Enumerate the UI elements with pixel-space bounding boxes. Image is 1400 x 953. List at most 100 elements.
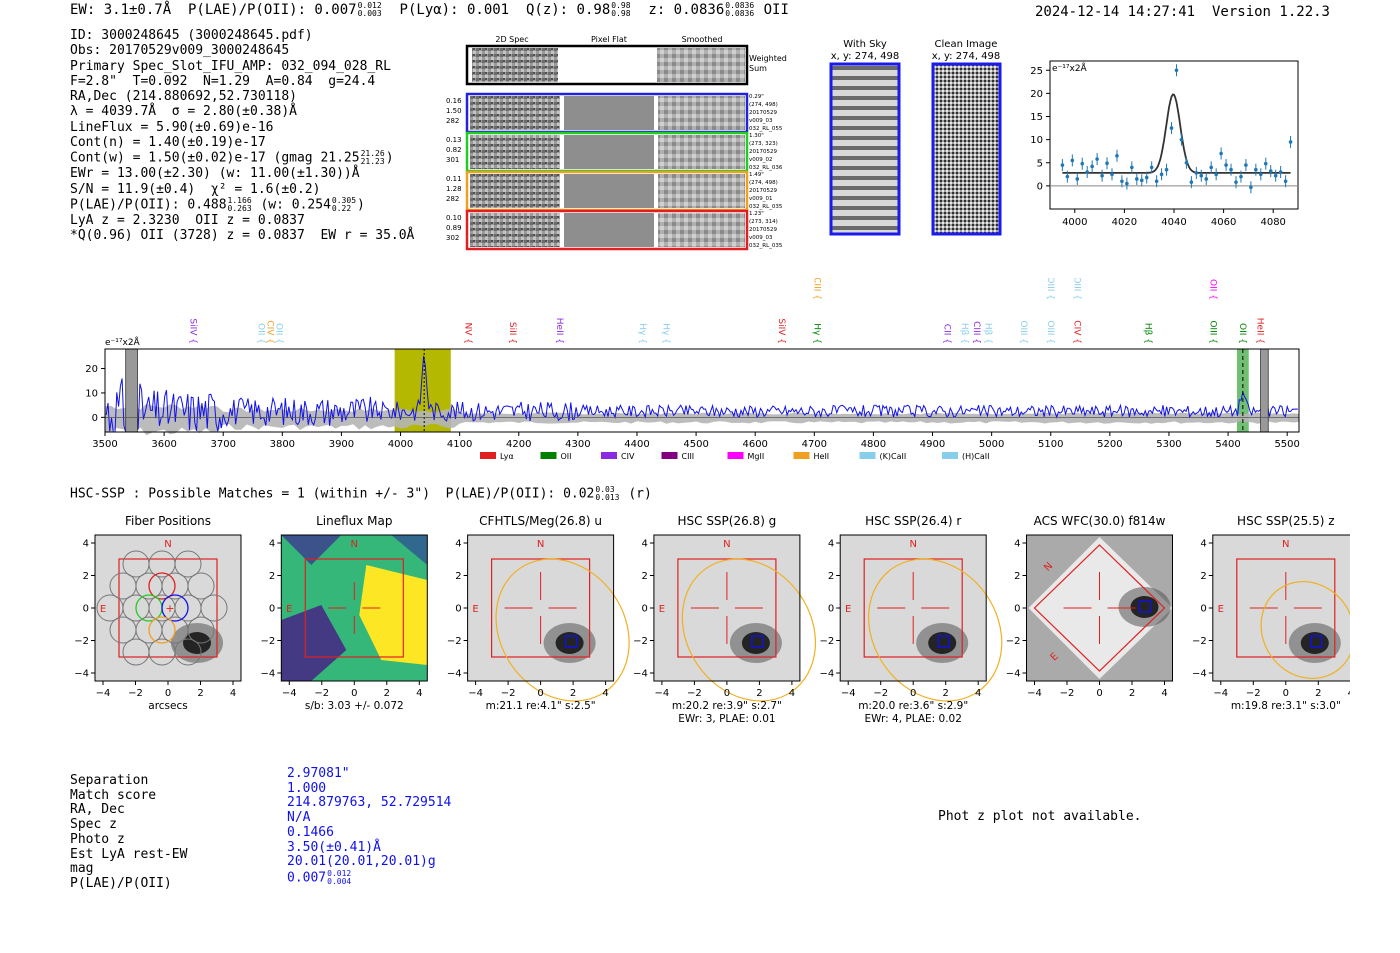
line-marker-label: CIV { (265, 320, 275, 344)
thumbnail-x-tick-label: 2 (1129, 688, 1135, 699)
thumbnail-y-tick-label: 2 (455, 571, 461, 582)
thumbnail-x-tick-label: −4 (841, 688, 856, 699)
galaxy-core (928, 632, 957, 654)
cutout-smoothed (658, 135, 745, 169)
zoom-data-point (1283, 179, 1288, 184)
east-label: E (659, 604, 665, 615)
line-marker-label: OIII { (1207, 320, 1217, 344)
value-est-lya: 3.50(±0.41)Å (287, 839, 381, 855)
line-marker-label: NV { (463, 323, 473, 344)
cutout-row-meta: 032_RL_035 (749, 243, 783, 249)
line-marker-label: OIII { (1018, 320, 1028, 344)
galaxy-core (741, 632, 770, 654)
thumbnail-x-tick-label: −2 (1246, 688, 1261, 699)
north-label: N (723, 539, 730, 550)
zoom-y-tick-label: 5 (1037, 158, 1043, 169)
cutout-row-meta: (274, 498) (749, 102, 778, 108)
east-label: E (286, 604, 292, 615)
thumbnail-y-tick-label: 2 (1014, 571, 1020, 582)
zoom-data-point (1249, 185, 1253, 190)
zoom-data-point (1263, 161, 1268, 166)
thumbnail-x-tick-label: 4 (602, 688, 608, 699)
cutout-row-stat: 1.50 (446, 107, 462, 115)
thumbnail-y-tick-label: 4 (1014, 539, 1020, 550)
line-marker-label: OII { (1207, 279, 1217, 300)
fiber-circle (187, 572, 215, 600)
line-marker-label: SiII { (507, 322, 517, 344)
thumbnail-x-tick-label: 2 (943, 688, 949, 699)
galaxy-core (1130, 596, 1159, 618)
lineflux-map-patch (391, 535, 428, 565)
thumbnail-caption: s/b: 3.03 +/- 0.072 (305, 700, 404, 712)
sky-image-bg (653, 535, 800, 681)
photz-note: Phot z plot not available. (938, 809, 1142, 824)
thumbnail-x-tick-label: −4 (655, 688, 670, 699)
zoom-data-point (1234, 180, 1238, 184)
thumbnail-y-tick-label: 4 (1200, 539, 1206, 550)
thumbnail-y-tick-label: 2 (269, 571, 275, 582)
cutout-row-stat: 0.82 (446, 146, 462, 154)
thumbnail-x-tick-label: 4 (975, 688, 981, 699)
sky-clean-images: With Sky x, y: 274, 498 Clean Image x, y… (829, 39, 1002, 236)
zoom-data-point (1070, 158, 1075, 163)
zoom-data-point (1154, 179, 1159, 184)
thumbnail-x-tick-label: 2 (197, 688, 203, 699)
fiber-circle-highlight (148, 572, 176, 600)
thumbnail-y-tick-label: −4 (261, 669, 276, 680)
info-primary: Primary Spec_Slot_IFU_AMP: 032_094_028_R… (70, 58, 391, 74)
zoom-data-point (1189, 180, 1194, 184)
thumbnail-x-tick-label: −4 (1213, 688, 1228, 699)
label-mag: mag (70, 861, 94, 877)
thumbnail-title: HSC SSP(25.5) z (1237, 514, 1335, 528)
zoom-y-tick-label: 25 (1030, 66, 1043, 77)
info-fwhm: F=2.8" T=0.092 N=1.29 A=0.84 g=24.4 (70, 73, 376, 89)
thumbnail-y-tick-label: 4 (83, 539, 89, 550)
legend-label: OII (561, 452, 572, 461)
fiber-circle (174, 550, 202, 578)
north-label: N (164, 539, 171, 550)
cutout-rows: 0.16 1.50 282 0.29" (274, 498) 20170529 v009_0… (446, 92, 783, 251)
zoom-data-point (1105, 161, 1109, 166)
thumbnail-y-tick-label: −4 (633, 669, 648, 680)
cutout-row-meta: 20170529 (749, 188, 777, 194)
full-x-tick-label: 5500 (1274, 439, 1299, 450)
zoom-x-tick-label: 4000 (1062, 217, 1087, 228)
thumbnail-y-tick-label: 4 (828, 539, 834, 550)
thumbnail-title: Lineflux Map (316, 514, 392, 528)
fiber-circle (109, 572, 137, 600)
fiber-circle (174, 638, 202, 666)
thumbnail-y-tick-label: −2 (633, 636, 648, 647)
cutout-pixelflat (564, 96, 654, 130)
full-x-tick-label: 3700 (210, 439, 235, 450)
cutout-row-stat: 302 (446, 234, 459, 242)
thumbnail-y-tick-label: −4 (74, 669, 89, 680)
full-spectrum-plot: 3500 3600 3700 3800 3900 4000 4100 4200 4300 4400… (85, 278, 1300, 461)
thumbnail-y-tick-label: 4 (455, 539, 461, 550)
zoom-data-point (1273, 173, 1278, 178)
zoom-unit-label: e⁻¹⁷x2Å (1052, 62, 1088, 74)
aperture-box (118, 558, 218, 658)
legend-swatch (793, 452, 810, 459)
aperture-box (491, 558, 591, 658)
zoom-data-point (1065, 174, 1070, 179)
thumbnail-y-tick-label: 0 (83, 604, 89, 615)
thumbnail-title: Fiber Positions (125, 514, 211, 528)
zoom-model-curve (1062, 93, 1291, 174)
label-est-lya: Est LyA rest-EW (70, 846, 188, 862)
fiber-circle (109, 616, 137, 644)
cutout-row-stat: 0.10 (446, 214, 462, 222)
zoom-y-tick-label: 0 (1037, 181, 1043, 192)
full-x-tick-label: 5000 (979, 439, 1004, 450)
full-x-tick-label: 3900 (329, 439, 354, 450)
oii-highlight-band (1236, 349, 1249, 432)
value-photoz: 0.1466 (287, 824, 334, 840)
zoom-data-point (1209, 165, 1213, 170)
masked-region (1260, 348, 1269, 433)
thumbnail-y-tick-label: 0 (642, 604, 648, 615)
cutout-row-stat: 1.28 (446, 185, 462, 193)
thumbnail-y-tick-label: 2 (1200, 571, 1206, 582)
line-marker-label: OII { (256, 323, 266, 344)
info-lambda: λ = 4039.7Å σ = 2.80(±0.38)Å (70, 104, 297, 120)
